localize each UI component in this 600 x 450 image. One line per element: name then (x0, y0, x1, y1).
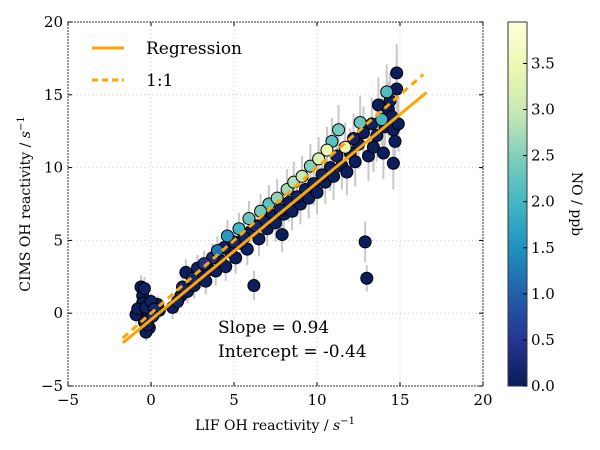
colorbar-tick-label: 2.0 (531, 193, 555, 211)
grid (68, 22, 483, 386)
y-tick-label: 0 (53, 304, 63, 322)
colorbar-tick-label: 0.0 (531, 377, 555, 395)
data-point (242, 212, 256, 226)
data-point (388, 134, 402, 148)
x-axis-label-unit: s (333, 418, 340, 434)
data-point (360, 271, 374, 285)
data-point (332, 123, 346, 137)
data-point (386, 156, 400, 170)
y-tick-label: 15 (44, 86, 63, 104)
data-point (340, 165, 354, 179)
x-axis-label-text: LIF OH reactivity / (195, 418, 333, 434)
x-axis-label: LIF OH reactivity / s−1 (195, 416, 355, 434)
data-point (229, 251, 243, 265)
x-tick-label: 15 (390, 391, 409, 409)
x-tick-label: 5 (229, 391, 239, 409)
x-tick-label: −5 (57, 391, 79, 409)
colorbar-ticks: 0.0 0.5 1.0 1.5 2.0 2.5 3.0 3.5 (523, 54, 555, 395)
y-axis-label-text: CIMS OH reactivity / (18, 138, 34, 292)
data-point (347, 131, 361, 145)
data-point (220, 229, 234, 243)
data-point (240, 242, 254, 256)
data-point (320, 143, 334, 157)
colorbar-tick-label: 0.5 (531, 331, 555, 349)
colorbar-gradient (507, 21, 528, 387)
colorbar-label: NO / ppb (568, 172, 584, 236)
x-axis-label-exponent: −1 (340, 416, 355, 427)
regression-line (121, 91, 428, 345)
data-point (353, 115, 367, 129)
colorbar-tick-label: 2.5 (531, 147, 555, 165)
x-tick-label: 0 (146, 391, 156, 409)
data-point (247, 279, 261, 293)
data-point (366, 140, 380, 154)
legend-regression-label: Regression (146, 39, 242, 59)
data-point (358, 235, 372, 249)
colorbar: 0.0 0.5 1.0 1.5 2.0 2.5 3.0 3.5 NO / ppb (507, 21, 584, 395)
y-tick-label: 10 (44, 159, 63, 177)
data-point (375, 113, 389, 127)
x-tick-label: 20 (473, 391, 492, 409)
colorbar-tick-label: 3.5 (531, 54, 555, 72)
data-point (380, 85, 394, 99)
x-tick-label: 10 (307, 391, 326, 409)
data-point (391, 117, 405, 131)
data-point (390, 66, 404, 80)
y-tick-label: 20 (44, 13, 63, 31)
axis-ticks: −5 0 5 10 15 20 −5 0 5 10 15 20 (41, 13, 493, 409)
one-to-one-line (121, 73, 425, 340)
y-tick-label: 5 (53, 231, 63, 249)
data-point (376, 146, 390, 160)
data-point (197, 257, 211, 271)
slope-annotation: Slope = 0.94 (218, 318, 329, 338)
colorbar-tick-label: 3.0 (531, 101, 555, 119)
data-points (129, 66, 405, 339)
intercept-annotation: Intercept = -0.44 (218, 342, 367, 362)
data-point (310, 185, 324, 199)
y-axis-label: CIMS OH reactivity / s−1 (16, 116, 34, 292)
legend-one-to-one-label: 1:1 (146, 71, 173, 91)
data-point (348, 155, 362, 169)
data-point (137, 281, 151, 295)
colorbar-tick-label: 1.5 (531, 239, 555, 257)
y-axis-label-unit: s (18, 131, 34, 138)
data-point (219, 260, 233, 274)
data-point (275, 228, 289, 242)
fit-lines (121, 73, 428, 345)
legend: Regression 1:1 (92, 39, 242, 91)
y-axis-label-exponent: −1 (16, 116, 27, 131)
colorbar-tick-label: 1.0 (531, 285, 555, 303)
data-point (252, 232, 266, 246)
plot-frame (67, 21, 484, 387)
y-tick-label: −5 (41, 377, 63, 395)
